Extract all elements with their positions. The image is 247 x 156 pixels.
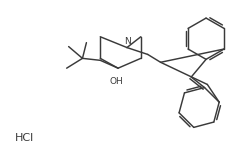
Text: HCl: HCl [15, 133, 35, 143]
Text: OH: OH [109, 77, 123, 86]
Text: N: N [124, 37, 131, 46]
